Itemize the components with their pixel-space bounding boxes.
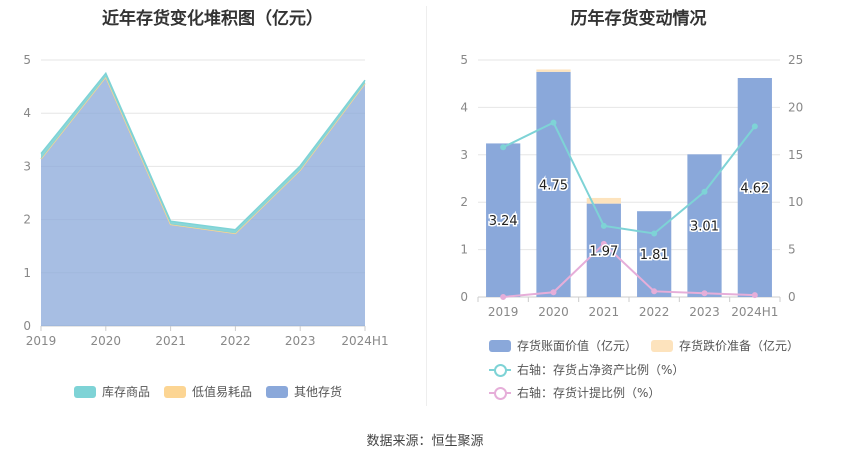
bar-impairment	[536, 69, 571, 72]
y-tick-label: 1	[460, 243, 468, 257]
net-asset-ratio-point	[500, 144, 507, 151]
bar-book-value	[486, 143, 521, 297]
y-tick-label: 4	[460, 100, 468, 114]
y2-tick-label: 15	[788, 148, 803, 162]
y-tick-label: 2	[460, 195, 468, 209]
net-asset-ratio-point	[550, 119, 557, 126]
y2-tick-label: 10	[788, 195, 803, 209]
bar-value-label: 1.97	[589, 244, 618, 259]
area-series	[41, 77, 365, 326]
y-tick-label: 2	[23, 213, 31, 227]
y-tick-label: 1	[23, 266, 31, 280]
legend-label: 低值易耗品	[192, 385, 253, 399]
data-source-note: 数据来源：恒生聚源	[366, 434, 484, 449]
legend-swatch	[164, 385, 187, 398]
x-tick-label: 2021	[589, 305, 620, 319]
y2-tick-label: 20	[788, 100, 803, 114]
bar-value-label: 1.81	[640, 248, 669, 263]
bar-book-value	[536, 71, 571, 297]
legend-swatch	[651, 339, 674, 352]
right-legend-row-2: 右轴：存货占净资产比例（%）	[489, 361, 698, 378]
legend-line-swatch	[489, 363, 511, 377]
stacked-area-chart: 0 1 2 3 4 5 2019 2020 2021 2022 2023 2024H1	[23, 53, 388, 348]
y-tick-label: 4	[23, 106, 31, 120]
provision-ratio-point	[600, 240, 607, 247]
provision-ratio-point	[500, 294, 507, 300]
x-tick-label: 2022	[220, 334, 251, 348]
provision-ratio-point	[550, 289, 557, 296]
legend-label: 库存商品	[102, 385, 151, 399]
legend-label: 其他存货	[294, 385, 343, 399]
x-tick-label: 2023	[285, 334, 316, 348]
bar-value-label: 3.01	[690, 220, 719, 235]
y2-tick-label: 5	[788, 243, 796, 257]
area-series	[41, 73, 365, 234]
y-tick-label: 3	[23, 159, 31, 173]
y-tick-label: 0	[23, 319, 31, 333]
legend-label: 存货跌价准备（亿元）	[679, 339, 800, 353]
legend-label: 右轴：存货计提比例（%）	[517, 386, 661, 400]
net-asset-ratio-line	[502, 121, 756, 235]
panel-divider	[426, 6, 427, 406]
y2-tick-label: 25	[788, 53, 803, 67]
bar-value-label: 4.75	[539, 178, 568, 193]
x-tick-label: 2024H1	[341, 334, 388, 348]
y-tick-label: 5	[23, 53, 31, 67]
y-tick-label: 5	[460, 53, 468, 67]
provision-ratio-point	[701, 290, 708, 297]
right-chart-title: 历年存货变动情况	[570, 9, 707, 29]
net-asset-ratio-point	[701, 188, 708, 195]
legend-item-low-value-consumables[interactable]: 低值易耗品	[164, 383, 252, 400]
bar-value-label: 4.62	[740, 182, 769, 197]
left-legend: 库存商品 低值易耗品 其他存货	[74, 383, 356, 400]
x-tick-label: 2022	[639, 305, 670, 319]
legend-swatch	[74, 385, 96, 398]
y2-tick-label: 0	[788, 290, 796, 304]
x-tick-label: 2023	[689, 305, 720, 319]
legend-label: 存货账面价值（亿元）	[517, 339, 638, 353]
bar-book-value	[737, 78, 772, 298]
legend-item-impairment[interactable]: 存货跌价准备（亿元）	[651, 337, 799, 354]
bar-book-value	[586, 203, 621, 297]
x-tick-label: 2020	[91, 334, 122, 348]
legend-item-net-asset-ratio[interactable]: 右轴：存货占净资产比例（%）	[489, 361, 684, 378]
x-tick-label: 2024H1	[731, 305, 778, 319]
right-legend-row-1: 存货账面价值（亿元） 存货跌价准备（亿元）	[489, 337, 813, 354]
area-series-line	[40, 71, 366, 231]
bar-impairment	[586, 197, 621, 204]
legend-line-swatch	[489, 386, 511, 400]
legend-item-other-inventory[interactable]: 其他存货	[266, 383, 342, 400]
legend-label: 右轴：存货占净资产比例（%）	[517, 363, 685, 377]
y-tick-label: 0	[460, 290, 468, 304]
legend-item-provision-ratio[interactable]: 右轴：存货计提比例（%）	[489, 384, 660, 401]
legend-item-inventory-goods[interactable]: 库存商品	[74, 383, 150, 400]
provision-ratio-point	[751, 292, 758, 299]
x-tick-label: 2019	[26, 334, 57, 348]
bar-book-value	[637, 211, 672, 297]
x-tick-label: 2021	[155, 334, 186, 348]
bar-value-label: 3.24	[489, 214, 518, 229]
x-tick-label: 2019	[488, 305, 519, 319]
net-asset-ratio-point	[751, 123, 758, 130]
net-asset-ratio-point	[600, 222, 607, 229]
x-tick-label: 2020	[538, 305, 569, 319]
inventory-bar-line-chart: 0 1 2 3 4 5 0 5 10 15 20 25 2019 2020 2021 2022 2023 2024…	[460, 53, 803, 319]
provision-ratio-point	[651, 288, 658, 295]
y-tick-label: 3	[460, 148, 468, 162]
legend-swatch	[489, 339, 511, 352]
net-asset-ratio-point	[651, 230, 658, 237]
legend-item-book-value[interactable]: 存货账面价值（亿元）	[489, 337, 637, 354]
legend-swatch	[266, 385, 289, 398]
provision-ratio-line	[503, 242, 755, 298]
left-chart-title: 近年存货变化堆积图（亿元）	[102, 9, 323, 29]
right-legend-row-3: 右轴：存货计提比例（%）	[489, 384, 674, 401]
